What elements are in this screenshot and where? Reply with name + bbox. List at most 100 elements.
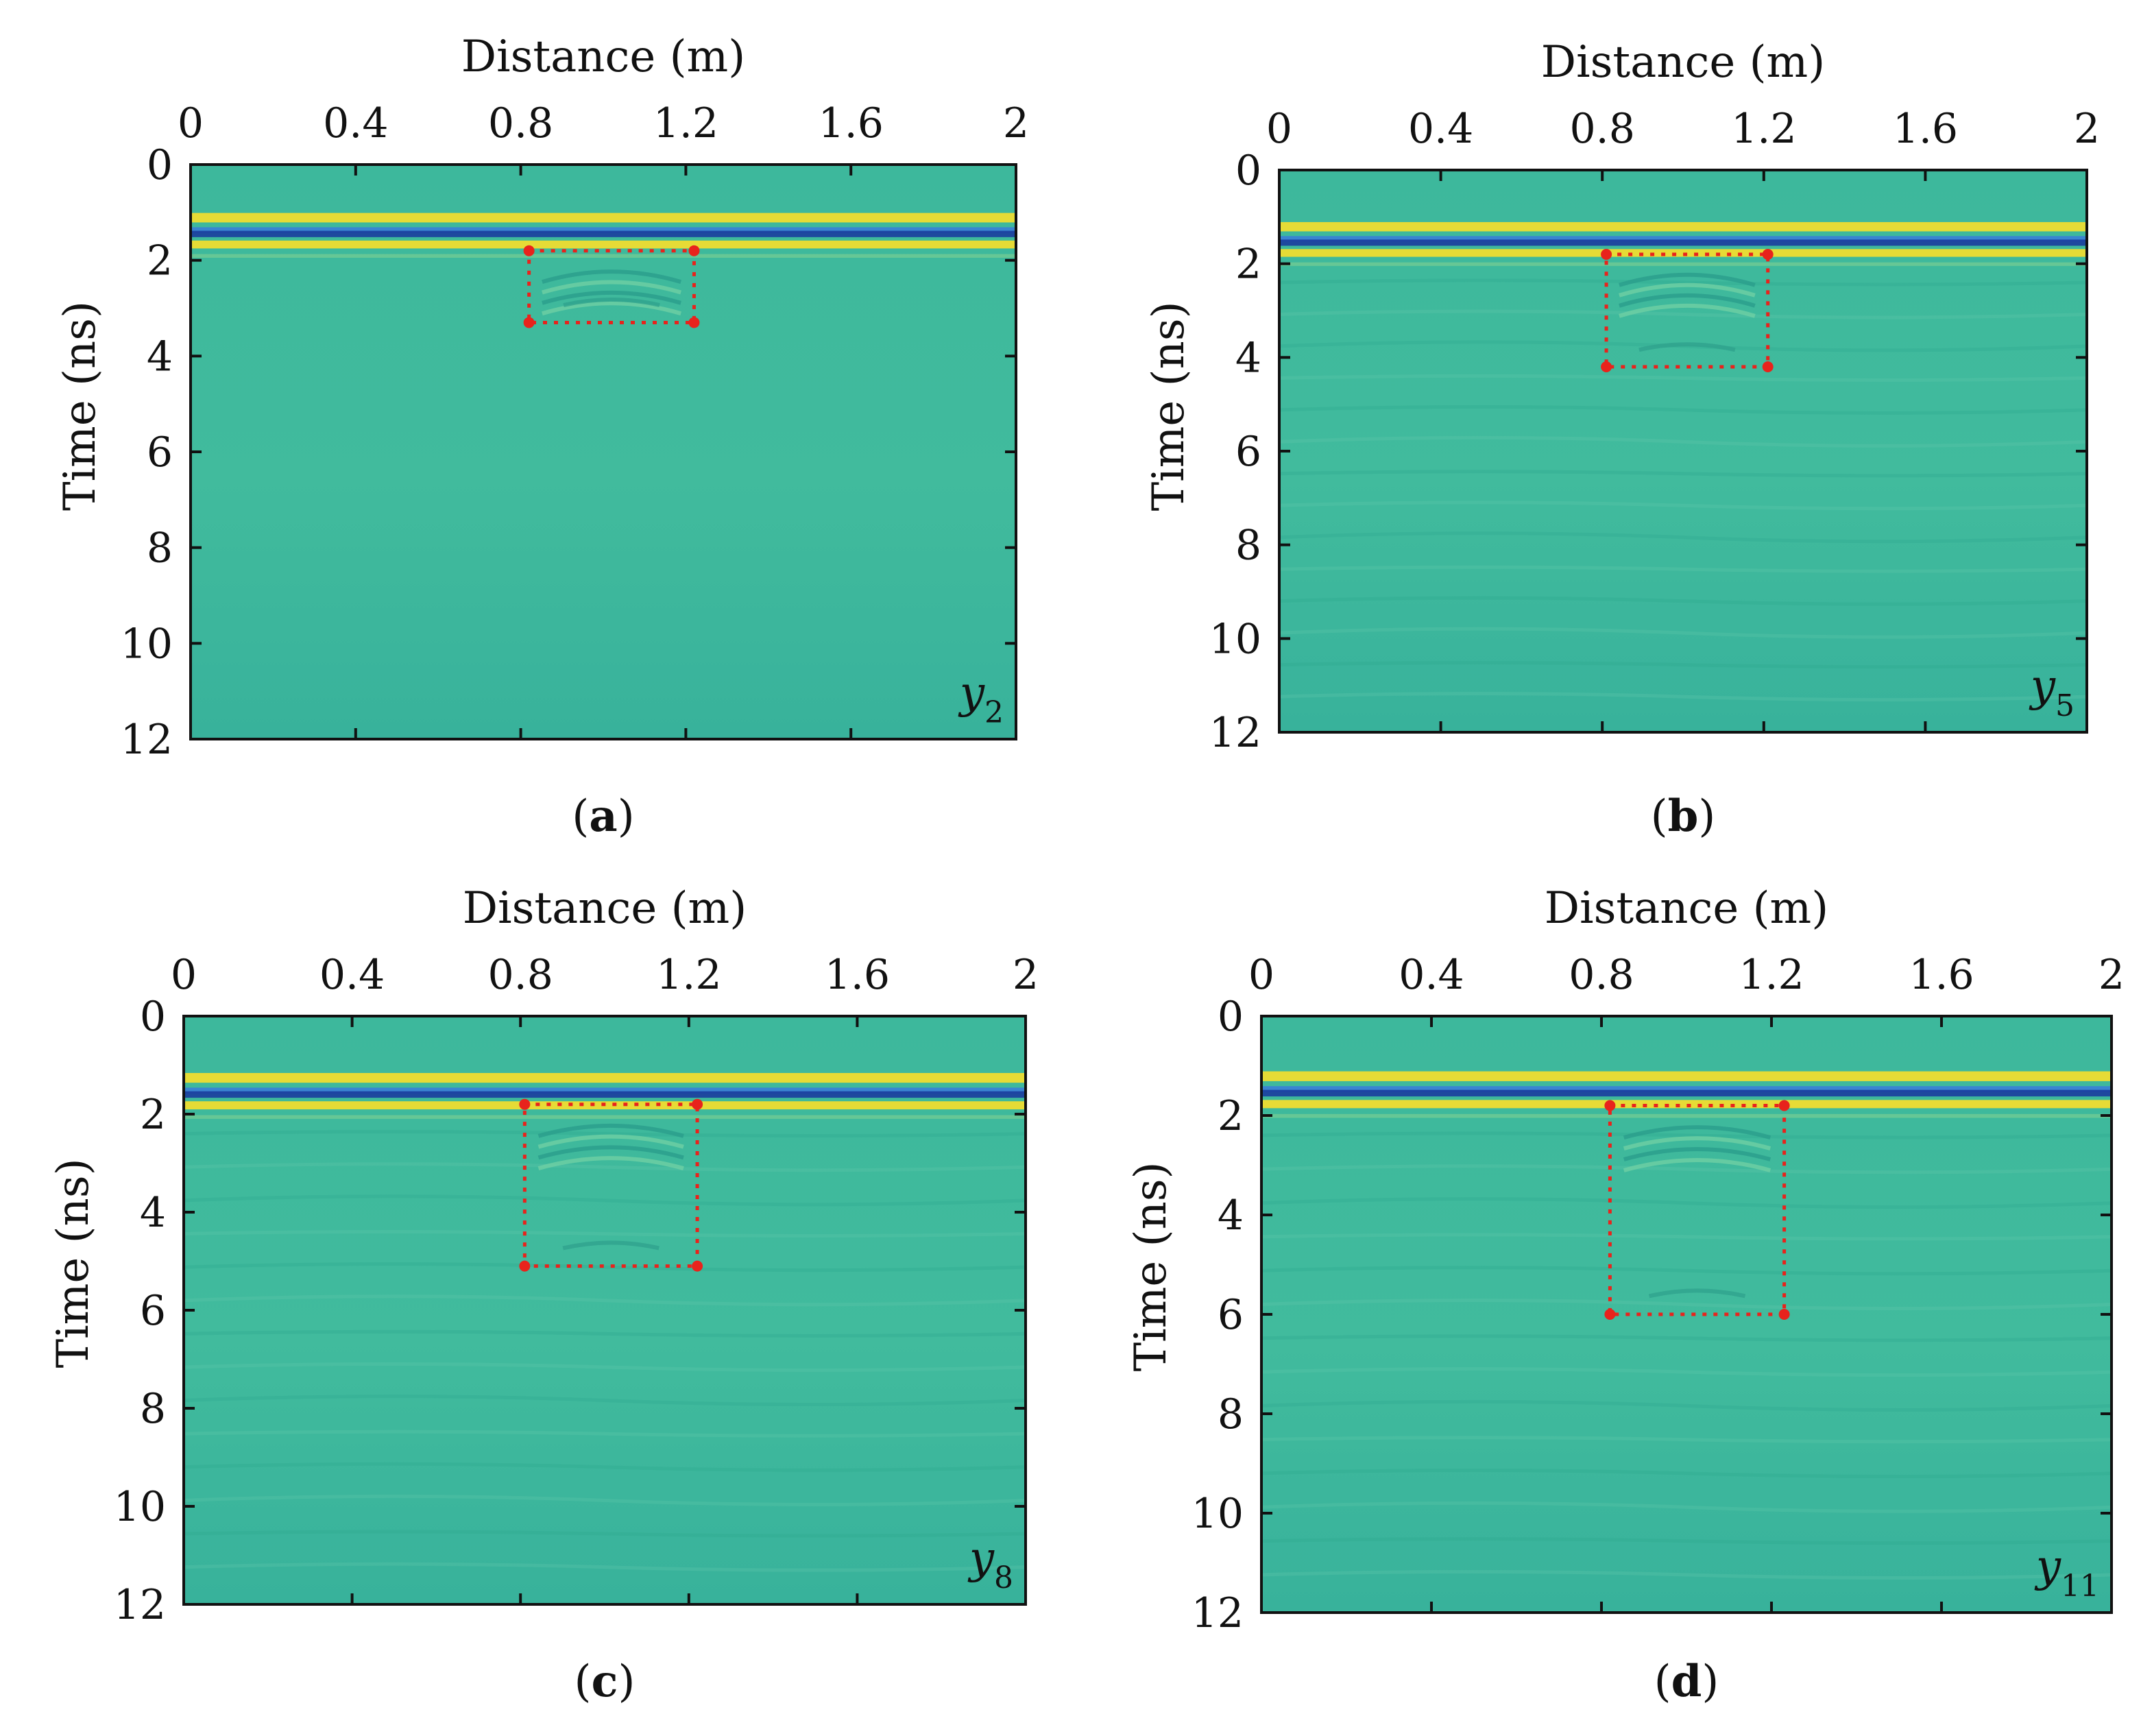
y-tick-label: 0 — [147, 141, 173, 189]
clutter-stripe — [184, 1562, 1026, 1572]
clutter-stripe — [1261, 1537, 2112, 1545]
target-box-corner — [1601, 249, 1612, 260]
surface-band-blue — [191, 230, 1016, 237]
target-box — [527, 249, 696, 324]
target-box-corner — [1604, 1100, 1616, 1111]
x-tick-label: 0.4 — [319, 951, 385, 999]
radargram-content — [191, 213, 1016, 316]
panel-a: 0 0.4 0.8 1.2 1.6 2 0 2 4 6 8 10 12 Distance (m) Time … — [55, 32, 1029, 842]
y-tick-label: 6 — [1218, 1291, 1244, 1339]
surface-band-yellow-top — [184, 1073, 1026, 1083]
target-hyperbola — [1619, 282, 1756, 298]
y-tick-label: 8 — [1218, 1390, 1244, 1438]
target-hyperbola — [1619, 303, 1756, 318]
target-hyperbola — [537, 1123, 684, 1138]
target-box-corner — [523, 245, 535, 256]
target-box-corner — [1762, 361, 1774, 372]
x-tick-label: 0 — [171, 951, 197, 999]
clutter-stripe — [1279, 596, 2087, 606]
y-tick-label: 12 — [114, 1581, 166, 1629]
target-box-corner — [692, 1098, 703, 1110]
x-tick-label: 1.2 — [656, 951, 721, 999]
target-hyperbola — [542, 301, 682, 316]
y-tick-label: 2 — [147, 237, 173, 285]
clutter-stripe — [184, 1362, 1026, 1372]
clutter-stripe — [184, 1530, 1026, 1538]
surface-band-midblue — [1261, 1086, 2112, 1092]
x-tick-label: 1.6 — [1909, 951, 1974, 999]
y-tick-label: 2 — [1235, 241, 1261, 289]
target-hyperbola — [537, 1145, 684, 1160]
target-hyperbola — [1623, 1147, 1771, 1161]
y-tick-label: 10 — [1192, 1490, 1244, 1538]
y-axis-title: Time (ns) — [1126, 1161, 1176, 1371]
clutter-stripe — [1261, 1197, 2112, 1209]
clutter-stripe — [184, 1395, 1026, 1407]
surface-band-blue — [1279, 239, 2087, 246]
radargram-content — [1261, 1071, 2112, 1580]
clutter-stripe — [1261, 1367, 2112, 1377]
clutter-stripe — [184, 1130, 1026, 1138]
clutter-stripe — [184, 1262, 1026, 1273]
target-box-corner — [523, 317, 535, 328]
y-tick-label: 0 — [1218, 993, 1244, 1041]
y-tick-label: 4 — [1235, 334, 1261, 382]
target-hyperbola — [1623, 1158, 1771, 1172]
target-box-corner — [1762, 249, 1774, 260]
surface-band-fade — [184, 1115, 1026, 1119]
clutter-stripe — [1279, 405, 2087, 415]
target-box — [1604, 252, 1770, 369]
surface-band-yellow-top — [191, 213, 1016, 223]
clutter-stripe — [184, 1194, 1026, 1207]
surface-band-yellow-top — [1261, 1071, 2112, 1081]
y-tick-label: 4 — [147, 333, 173, 381]
target-box — [522, 1102, 699, 1268]
clutter-stripe — [1261, 1233, 2112, 1241]
x-tick-label: 0.4 — [1408, 105, 1473, 153]
surface-band-yellow-bottom — [1261, 1100, 2112, 1109]
clutter-stripe — [1261, 1266, 2112, 1276]
clutter-stripe — [1261, 1501, 2112, 1513]
x-axis-title: Distance (m) — [1545, 883, 1828, 934]
x-tick-label: 0 — [1266, 105, 1292, 153]
radargram-content — [184, 1073, 1026, 1572]
surface-band-midblue — [1279, 236, 2087, 242]
x-axis-title: Distance (m) — [463, 883, 747, 934]
clutter-stripe — [1279, 278, 2087, 287]
clutter-stripe — [1279, 374, 2087, 382]
clutter-stripe — [1261, 1399, 2112, 1412]
y-axis-title: Time (ns) — [48, 1158, 99, 1368]
x-tick-label: 1.6 — [818, 99, 883, 147]
y-tick-label: 12 — [1192, 1589, 1244, 1637]
y-tick-label: 12 — [1209, 709, 1261, 757]
target-hyperbola — [1619, 293, 1756, 308]
target-hyperbola — [542, 269, 682, 285]
clutter-stripe — [1279, 531, 2087, 544]
target-hyperbola — [537, 1134, 684, 1149]
surface-band-blue — [184, 1091, 1026, 1098]
x-tick-label: 2 — [2074, 105, 2100, 153]
x-tick-label: 1.6 — [1893, 105, 1958, 153]
target-box-corner — [1601, 361, 1612, 372]
surface-band-yellow-bottom — [1279, 249, 2087, 257]
target-box-corner — [519, 1098, 531, 1110]
clutter-stripe — [1279, 501, 2087, 511]
y-tick-label: 10 — [121, 620, 173, 668]
panel-c: 0 0.4 0.8 1.2 1.6 2 0 2 4 6 8 10 12 Distance (m) Time … — [48, 883, 1039, 1707]
x-tick-label: 2 — [2098, 951, 2125, 999]
x-tick-label: 0 — [1248, 951, 1274, 999]
radargram-field — [191, 165, 1016, 739]
y-tick-label: 6 — [140, 1287, 166, 1335]
surface-band-midblue — [191, 227, 1016, 233]
clutter-stripe — [1261, 1436, 2112, 1444]
x-tick-label: 2 — [1013, 951, 1039, 999]
clutter-stripe — [1261, 1569, 2112, 1580]
y-tick-label: 10 — [114, 1483, 166, 1531]
x-axis-title: Distance (m) — [461, 32, 745, 82]
y-tick-label: 2 — [1218, 1092, 1244, 1140]
y-tick-label: 12 — [121, 716, 173, 764]
target-hyperbola — [1623, 1125, 1771, 1140]
target-hyperbola-deep — [562, 1240, 660, 1251]
